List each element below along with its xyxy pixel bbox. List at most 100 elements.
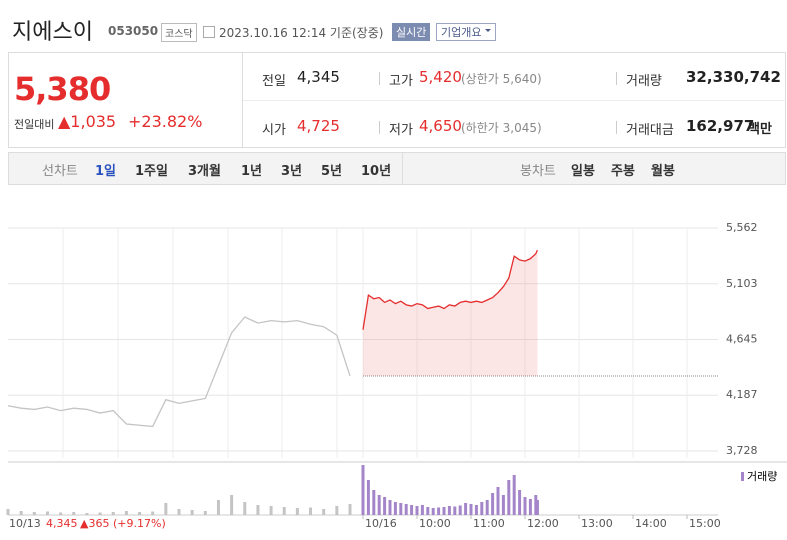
volume-bar [501,495,505,515]
x-tick-label: 12:00 [527,517,559,530]
y-tick-label: 5,103 [726,277,758,290]
volume-bar [431,508,435,515]
volume-bar [534,495,538,515]
timestamp: 2023.10.16 12:14 기준(장중) [219,26,384,40]
volume-bar [72,512,76,515]
volume-bar [85,513,89,515]
volume-bar [151,511,155,515]
item-note: (하한가 3,045) [461,121,542,135]
period-tab[interactable]: 1주일 [135,164,168,179]
company-button[interactable]: 기업개요 [436,23,497,41]
volume-bar [243,502,247,515]
volume-bar [512,475,516,515]
price-line [7,316,351,428]
volume-bar [442,507,446,515]
volume-bar [437,507,441,515]
volume-bar [420,505,424,515]
volume-bar [111,512,115,515]
code: 053050 [108,24,159,38]
volume-bar [535,500,539,515]
item-value: 4,650 [419,117,462,135]
period-tab[interactable]: 3개월 [188,164,221,179]
period-tab[interactable]: 1년 [241,164,263,179]
volume-bar [138,512,142,515]
volume-bar [164,503,168,515]
candle-tab[interactable]: 월봉 [651,164,675,179]
volume-label: 거래량 [747,470,777,483]
volume-bar [523,497,527,515]
tab-bar [8,152,786,185]
volume-bar [453,506,457,515]
item-separator [379,72,380,85]
y-tick-label: 3,728 [726,444,758,457]
volume-bar [190,510,194,515]
volume-bar [124,511,128,515]
item-value: 4,725 [297,117,340,135]
volume-bar [458,505,462,515]
period-tab[interactable]: 1일 [95,164,117,179]
rate: +23.82% [128,112,203,131]
volume-bar [45,511,49,515]
volume-bar [474,505,478,515]
volume-bar [507,480,511,515]
footer-change: ▲365 [80,517,110,530]
volume-bar [256,505,260,515]
volume-bar [295,508,299,515]
volume-bar [366,480,370,515]
x-tick-label: 10:00 [419,517,451,530]
item-value: 4,345 [297,68,340,86]
volume-bar [282,507,286,515]
line-chart-label: 선차트 [42,164,78,179]
candle-tab[interactable]: 주봉 [611,164,635,179]
volume-bar [388,500,392,515]
volume-bar [335,506,339,515]
item-value: 32,330,742 [686,68,781,86]
quote-divider [242,52,243,148]
volume-bar [447,506,451,515]
volume-bar [415,506,419,515]
company-button-label: 기업개요 [441,26,482,39]
candle-tab[interactable]: 일봉 [571,164,595,179]
volume-bar [480,502,484,515]
item-label: 거래대금 [626,123,674,138]
item-label: 시가 [262,123,286,138]
volume-bar [496,487,500,515]
volume-bar [393,502,397,515]
change: ▲1,035 [58,112,117,131]
volume-bar [19,511,23,515]
volume-bar [528,499,532,515]
item-value: 162,977 [686,117,755,135]
realtime-button[interactable]: 실시간 [392,23,431,41]
volume-legend-swatch [741,472,744,481]
change-label: 전일대비 [14,118,55,131]
item-label: 저가 [389,123,413,138]
item-value: 5,420 [419,68,462,86]
volume-bar [203,511,207,515]
item-label: 고가 [389,74,413,89]
price: 5,380 [14,70,111,108]
calendar-icon [203,26,215,38]
x-tick-label: 14:00 [635,517,667,530]
period-tab[interactable]: 10년 [361,164,392,179]
volume-bar [491,493,495,515]
volume-bar [399,503,403,515]
item-note: (상한가 5,640) [461,72,542,86]
y-tick-label: 4,187 [726,388,758,401]
item-separator [616,72,617,85]
volume-bar [177,509,181,515]
period-tab[interactable]: 5년 [321,164,343,179]
footer-rate: (+9.17%) [113,517,166,530]
volume-bar [269,506,273,515]
item-label: 전일 [262,74,286,89]
price-area [363,250,538,376]
volume-bar [377,495,381,515]
volume-bar [464,503,468,515]
dropdown-arrow [485,29,492,35]
item-separator [379,121,380,134]
period-tab[interactable]: 3년 [281,164,303,179]
footer-price: 4,345 [46,517,78,530]
x-tick-label: 11:00 [473,517,505,530]
volume-bar [485,500,489,515]
